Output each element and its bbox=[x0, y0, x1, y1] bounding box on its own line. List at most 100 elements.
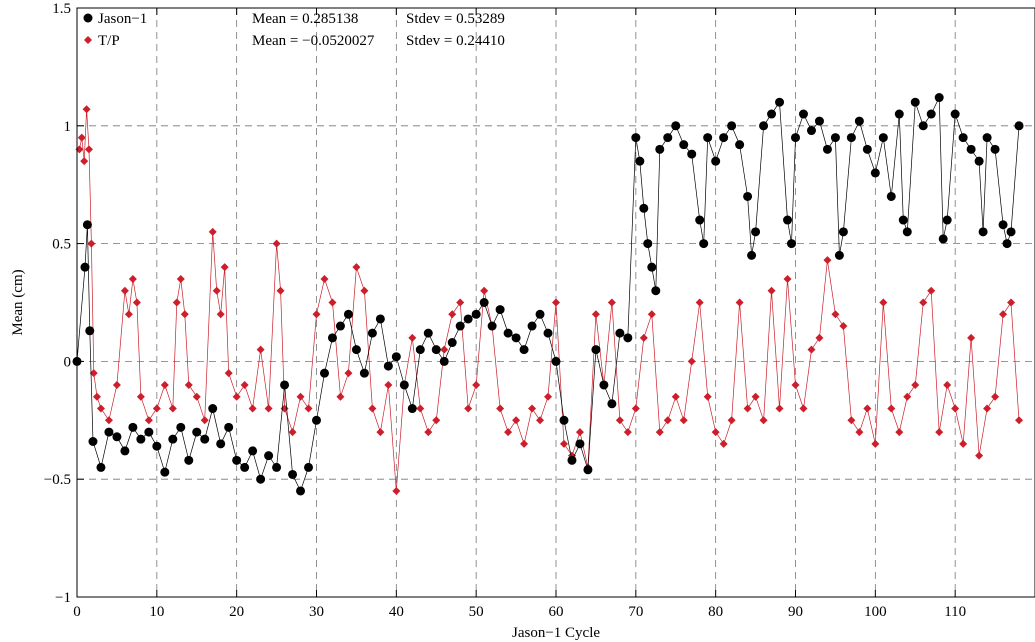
data-point bbox=[424, 428, 433, 437]
data-point bbox=[391, 352, 401, 362]
data-point bbox=[798, 109, 808, 119]
data-point bbox=[695, 298, 704, 307]
data-point bbox=[903, 392, 912, 401]
data-point bbox=[878, 133, 888, 143]
data-point bbox=[464, 404, 473, 413]
data-point bbox=[96, 462, 106, 472]
data-point bbox=[887, 404, 896, 413]
data-point bbox=[655, 144, 665, 154]
stat-stdev-tp: Stdev = 0.24410 bbox=[406, 33, 505, 49]
y-tick-label: 1 bbox=[64, 119, 72, 135]
data-point bbox=[838, 227, 848, 237]
data-point bbox=[983, 404, 992, 413]
data-point bbox=[248, 446, 258, 456]
data-point bbox=[383, 361, 393, 371]
data-point bbox=[319, 368, 329, 378]
legend-entry-tp: T/P Mean = −0.0520027 Stdev = 0.24410 bbox=[84, 33, 505, 49]
data-point bbox=[136, 434, 146, 444]
data-point bbox=[647, 310, 656, 319]
data-point bbox=[192, 427, 202, 437]
axis-ticks bbox=[76, 7, 956, 598]
data-point bbox=[767, 286, 776, 295]
data-point bbox=[359, 368, 369, 378]
data-point bbox=[855, 428, 864, 437]
data-point bbox=[635, 156, 645, 166]
data-point bbox=[575, 439, 585, 449]
data-point bbox=[416, 404, 425, 413]
data-point bbox=[92, 392, 101, 401]
data-point bbox=[974, 156, 984, 166]
x-tick-label: 0 bbox=[73, 604, 81, 620]
data-point bbox=[248, 404, 257, 413]
legend: Jason−1 Mean = 0.285138 Stdev = 0.53289 … bbox=[83, 11, 505, 49]
data-point bbox=[895, 428, 904, 437]
x-tick-label: 80 bbox=[708, 604, 723, 620]
data-point bbox=[200, 416, 209, 425]
data-point bbox=[351, 345, 361, 355]
data-point bbox=[998, 220, 1008, 230]
x-tick-label: 110 bbox=[944, 604, 966, 620]
data-point bbox=[112, 432, 122, 442]
data-point bbox=[296, 392, 305, 401]
data-point bbox=[631, 404, 640, 413]
y-tick-label: 0.5 bbox=[52, 237, 71, 253]
series-jason1 bbox=[72, 93, 1024, 496]
data-point bbox=[623, 333, 633, 343]
data-point bbox=[823, 256, 832, 265]
data-point bbox=[822, 144, 832, 154]
data-point bbox=[583, 465, 593, 475]
data-point bbox=[551, 356, 561, 366]
data-point bbox=[376, 428, 385, 437]
data-point bbox=[687, 357, 696, 366]
data-point bbox=[951, 404, 960, 413]
data-point bbox=[926, 109, 936, 119]
data-point bbox=[639, 203, 649, 213]
data-point bbox=[1007, 298, 1016, 307]
data-point bbox=[82, 105, 91, 114]
data-point bbox=[695, 215, 705, 225]
data-point bbox=[615, 416, 624, 425]
data-point bbox=[959, 439, 968, 448]
series-line bbox=[76, 97, 1020, 492]
data-point bbox=[168, 404, 177, 413]
data-point bbox=[806, 126, 816, 136]
data-point bbox=[432, 416, 441, 425]
data-point bbox=[663, 416, 672, 425]
data-point bbox=[504, 428, 513, 437]
data-point bbox=[950, 109, 960, 119]
data-point bbox=[834, 250, 844, 260]
x-tick-label: 20 bbox=[229, 604, 244, 620]
data-point bbox=[447, 338, 457, 348]
stat-mean-tp: Mean = −0.0520027 bbox=[252, 33, 375, 49]
x-tick-label: 70 bbox=[628, 604, 643, 620]
data-point bbox=[423, 328, 433, 338]
data-point bbox=[544, 392, 553, 401]
data-point bbox=[336, 392, 345, 401]
data-point bbox=[180, 310, 189, 319]
data-point bbox=[791, 133, 800, 143]
y-tick-label: −1 bbox=[55, 590, 71, 606]
data-point bbox=[815, 333, 824, 342]
data-point bbox=[1002, 239, 1012, 249]
data-point bbox=[631, 133, 641, 143]
data-point bbox=[312, 310, 321, 319]
data-point bbox=[687, 149, 697, 159]
data-point bbox=[520, 439, 529, 448]
data-point bbox=[671, 392, 680, 401]
data-point bbox=[375, 314, 385, 324]
y-axis-label: Mean (cm) bbox=[10, 269, 26, 335]
data-point bbox=[304, 404, 313, 413]
data-point bbox=[1006, 227, 1016, 237]
data-point bbox=[783, 274, 792, 283]
legend-marker-tp bbox=[84, 36, 92, 44]
data-point bbox=[863, 404, 872, 413]
data-point bbox=[699, 239, 709, 249]
data-point bbox=[399, 380, 409, 390]
data-point bbox=[272, 239, 281, 248]
data-point bbox=[679, 140, 689, 150]
data-point bbox=[807, 345, 816, 354]
data-point bbox=[759, 121, 769, 131]
data-point bbox=[367, 328, 377, 338]
data-point bbox=[472, 380, 481, 389]
data-point bbox=[415, 345, 425, 355]
